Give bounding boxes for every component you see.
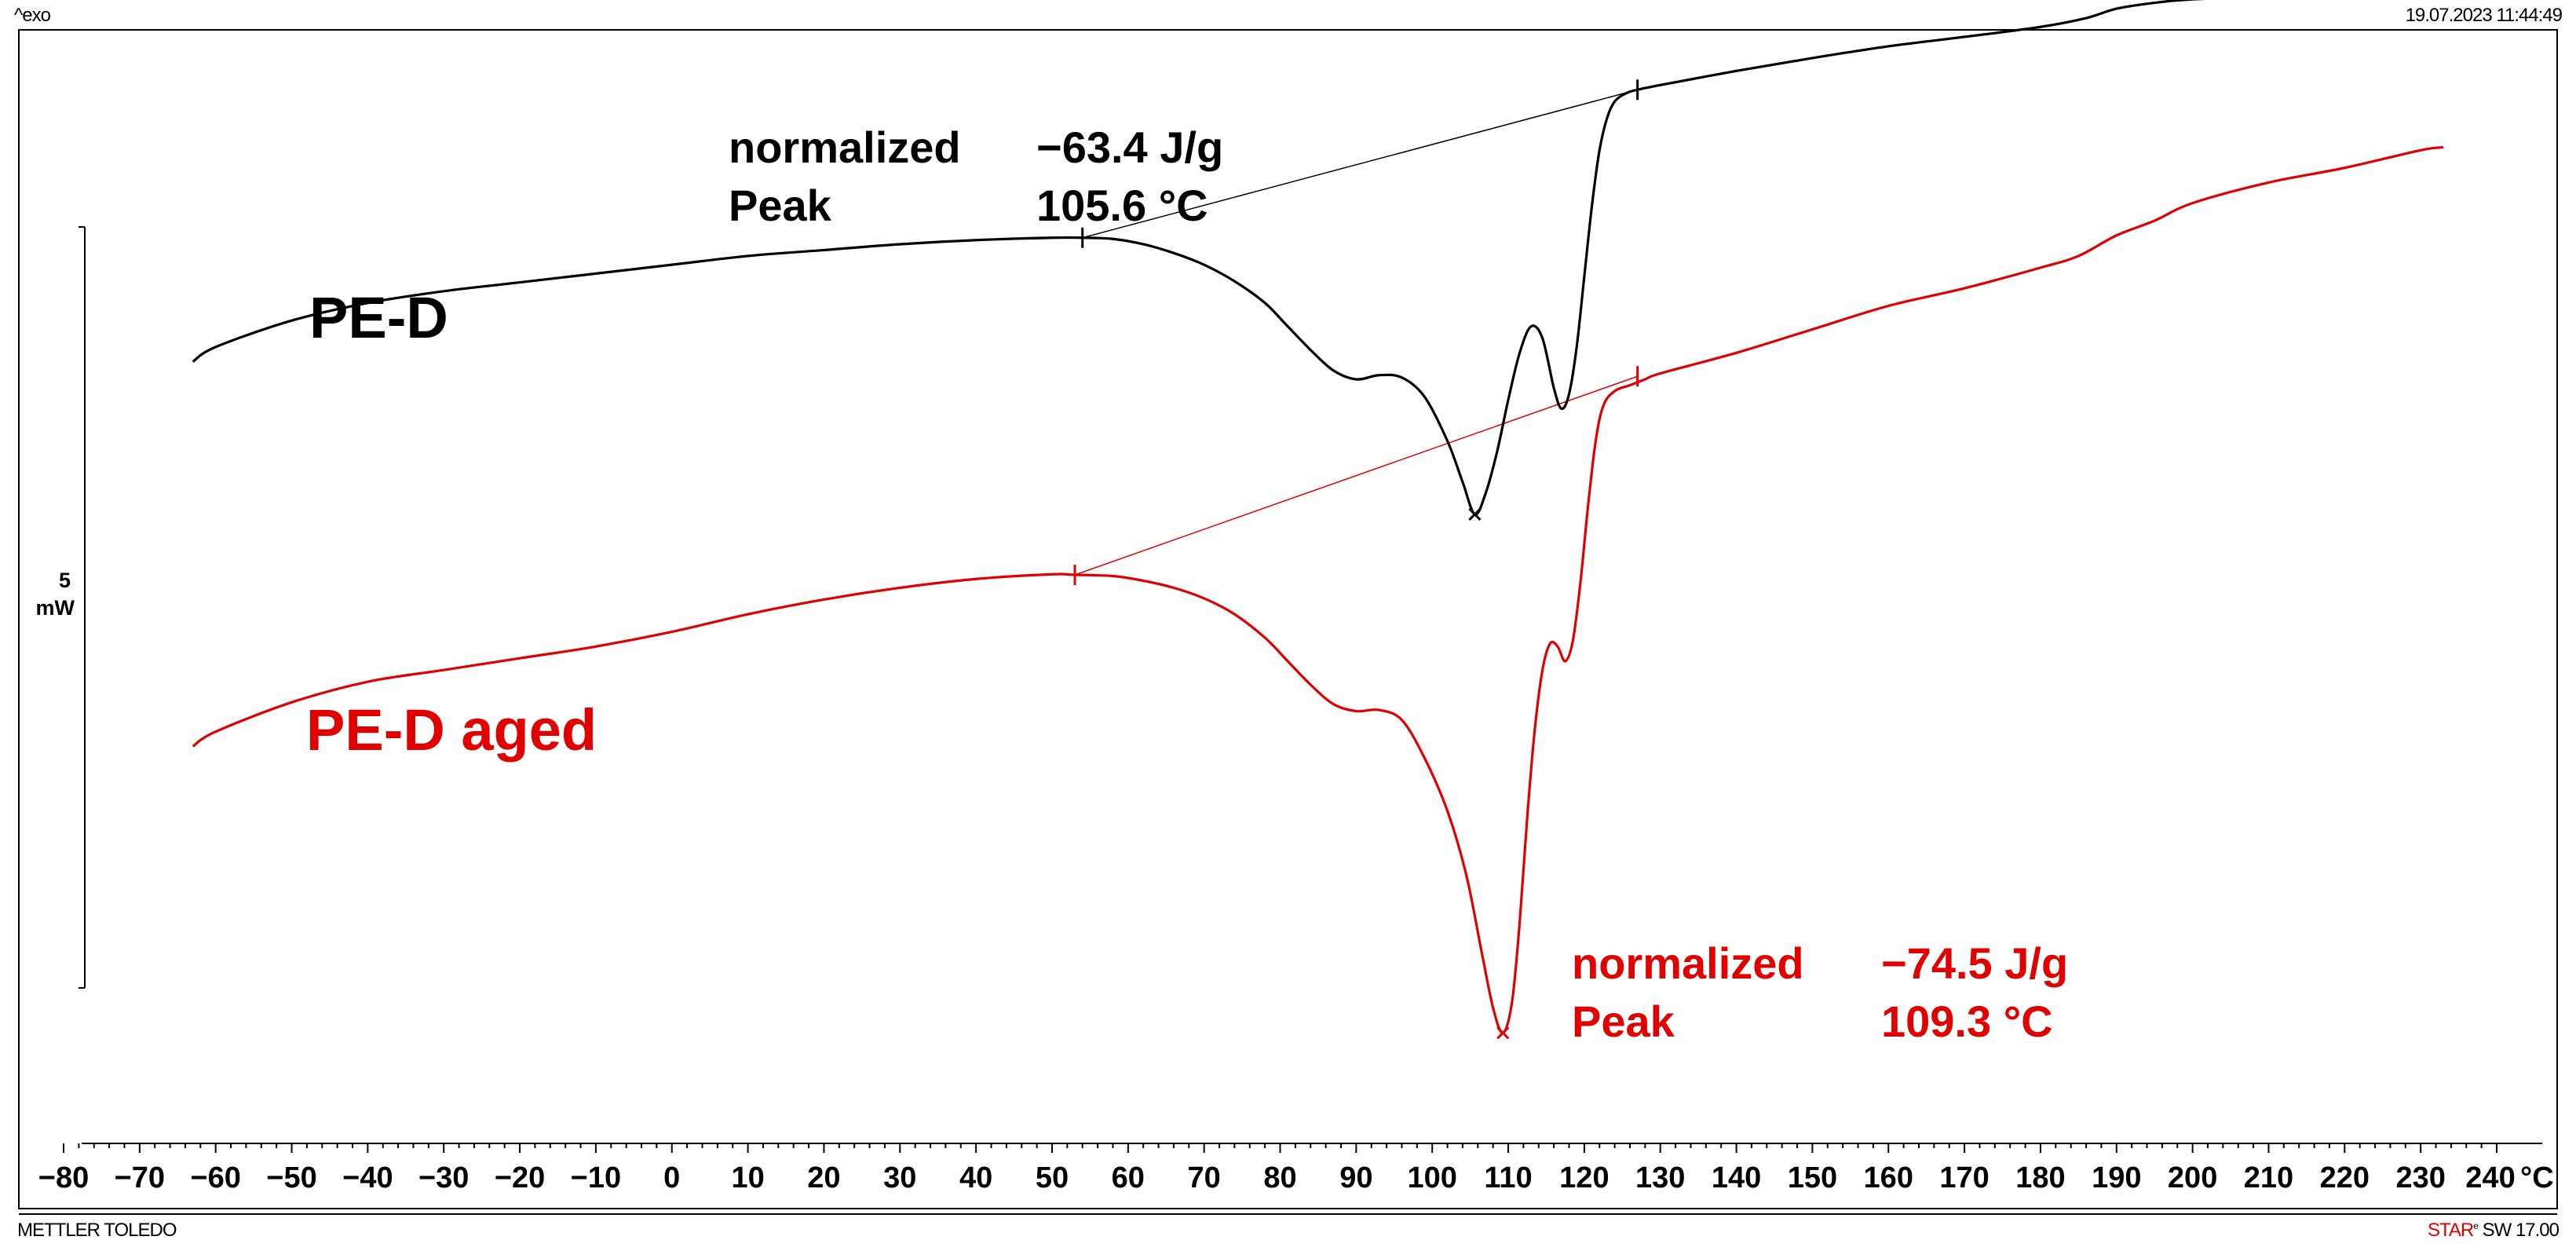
x-tick-label: 160 — [1864, 1161, 1913, 1194]
x-tick-label: 200 — [2168, 1161, 2217, 1194]
integration-markers — [1073, 79, 1639, 1040]
software-version-number: SW 17.00 — [2482, 1220, 2560, 1241]
annotation-normalized-value: −74.5 J/g — [1881, 938, 2068, 988]
annotation-peak-value: 109.3 °C — [1881, 997, 2053, 1046]
x-tick-label: 170 — [1939, 1161, 1989, 1194]
x-tick-label: 90 — [1339, 1161, 1372, 1194]
y-scale-bar — [79, 226, 86, 989]
x-tick-label: −20 — [495, 1161, 545, 1194]
annotation-peak-label: Peak — [729, 181, 832, 230]
x-tick-label: 80 — [1263, 1161, 1296, 1194]
baseline-line — [1074, 375, 1638, 576]
series-label-pe-d: PE-D — [309, 285, 448, 350]
y-scale-value: 5 — [59, 569, 71, 592]
x-tick-label: 230 — [2395, 1161, 2445, 1194]
annotation-peak-label: Peak — [1572, 997, 1675, 1046]
series-label-pe-d-aged: PE-D aged — [306, 697, 597, 763]
annotation-normalized-value: −63.4 J/g — [1036, 123, 1223, 172]
x-tick-label: −80 — [38, 1161, 89, 1194]
x-tick-label: 240 — [2465, 1161, 2515, 1194]
series-line — [192, 0, 2206, 516]
annotation-peak-value: 105.6 °C — [1036, 181, 1208, 230]
x-tick-label: 220 — [2320, 1161, 2370, 1194]
x-tick-label: 10 — [731, 1161, 764, 1194]
x-tick-label: 60 — [1112, 1161, 1145, 1194]
integration-baselines — [1074, 89, 1638, 576]
x-tick-label: −50 — [266, 1161, 316, 1194]
x-tick-label: 0 — [663, 1161, 680, 1194]
x-tick-label: −10 — [571, 1161, 621, 1194]
x-tick-label: 210 — [2244, 1161, 2293, 1194]
x-tick-label: 140 — [1712, 1161, 1761, 1194]
x-tick-label: 180 — [2015, 1161, 2065, 1194]
x-tick-label: 30 — [883, 1161, 916, 1194]
x-tick-label: −30 — [418, 1161, 469, 1194]
timestamp: 19.07.2023 11:44:49 — [2405, 5, 2563, 26]
software-reg-mark: e — [2473, 1220, 2479, 1231]
x-tick-label: 100 — [1407, 1161, 1456, 1194]
annotation-normalized-label: normalized — [729, 123, 961, 172]
software-version: STARe SW 17.00 — [2428, 1220, 2560, 1242]
annotation-normalized-label: normalized — [1572, 938, 1804, 988]
x-tick-label: −40 — [342, 1161, 393, 1194]
annotation-pe-d: normalized −63.4 J/g Peak 105.6 °C — [729, 123, 1223, 230]
peak-marker — [1496, 1026, 1510, 1040]
x-tick-label: −70 — [115, 1161, 165, 1194]
dsc-curves — [192, 0, 2444, 1034]
x-tick-label: 50 — [1036, 1161, 1069, 1194]
software-star: STAR — [2428, 1220, 2474, 1241]
x-tick-label: 130 — [1635, 1161, 1685, 1194]
x-tick-label: 190 — [2092, 1161, 2141, 1194]
x-unit-label: °C — [2520, 1161, 2554, 1194]
manufacturer-label: METTLER TOLEDO — [17, 1220, 177, 1241]
x-tick-label: 110 — [1484, 1161, 1532, 1194]
x-tick-label: −60 — [190, 1161, 240, 1194]
x-tick-label: 150 — [1788, 1161, 1837, 1194]
x-axis: −80 −70 −60 −50 −40 −30 −20 −10 0 10 20 30 40 50 60 70 8… — [38, 1143, 2554, 1194]
baseline-line — [1082, 89, 1638, 239]
x-tick-label: 20 — [807, 1161, 840, 1194]
peak-marker — [1468, 507, 1482, 521]
x-tick-label: 120 — [1559, 1161, 1609, 1194]
exo-direction-label: ^exo — [14, 5, 51, 26]
chart-frame — [18, 29, 2558, 1209]
x-tick-label: 70 — [1188, 1161, 1221, 1194]
annotation-pe-d-aged: normalized −74.5 J/g Peak 109.3 °C — [1572, 938, 2068, 1046]
y-scale-unit: mW — [36, 596, 75, 620]
x-tick-label: 40 — [959, 1161, 992, 1194]
